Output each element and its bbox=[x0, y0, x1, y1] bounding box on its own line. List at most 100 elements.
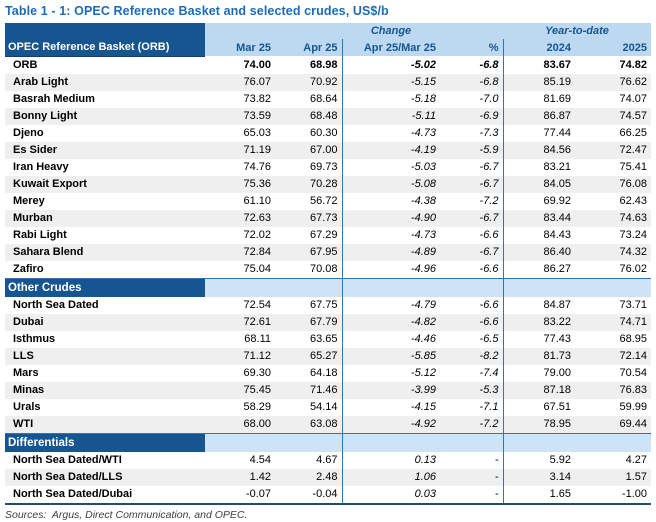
row-label: North Sea Dated/LLS bbox=[5, 468, 205, 486]
sources-note: Sources: Argus, Direct Communication, an… bbox=[5, 508, 248, 521]
value-cell: -4.73 bbox=[341, 124, 440, 142]
value-cell: 60.30 bbox=[309, 127, 338, 139]
value-cell: -5.02 bbox=[341, 56, 440, 74]
value-cell: 68.64 bbox=[309, 93, 338, 105]
table-row: Isthmus 68.11 63.65 -4.46 -6.5 77.43 68.95 bbox=[5, 330, 651, 348]
value-cell: 56.72 bbox=[309, 195, 338, 207]
table-row: Sahara Blend 72.84 67.95 -4.89 -6.7 86.40 74.3… bbox=[5, 243, 651, 261]
value-cell: -7.2 bbox=[479, 195, 499, 207]
row-label: Sahara Blend bbox=[5, 243, 205, 261]
section-header-row-other-crudes: Other Crudes bbox=[5, 277, 651, 297]
value-cell: 70.92 bbox=[275, 73, 342, 91]
row-label: Zafiro bbox=[13, 263, 44, 275]
row-label: WTI bbox=[5, 415, 205, 433]
table-row: WTI 68.00 63.08 -4.92 -7.2 78.95 69.44 bbox=[5, 415, 651, 433]
value-cell: -5.11 bbox=[341, 107, 440, 125]
value-cell: -4.92 bbox=[341, 415, 440, 433]
row-label: Bonny Light bbox=[5, 107, 205, 125]
value-cell: -7.4 bbox=[479, 367, 499, 379]
value-cell: -4.90 bbox=[341, 209, 440, 227]
section-fill-cell bbox=[440, 432, 503, 452]
value-cell: 74.63 bbox=[575, 209, 651, 227]
value-cell: -0.04 bbox=[312, 488, 338, 500]
row-label: Mars bbox=[13, 367, 39, 379]
table-row: North Sea Dated/Dubai -0.07 -0.04 0.03 -1.65… bbox=[5, 485, 651, 504]
value-cell: -4.38 bbox=[341, 192, 440, 210]
value-cell: 81.73 bbox=[502, 347, 575, 365]
value-cell: 76.02 bbox=[619, 263, 647, 275]
value-cell: 83.21 bbox=[502, 158, 575, 176]
row-label: Murban bbox=[5, 209, 205, 227]
value-cell: 85.19 bbox=[502, 73, 575, 91]
value-cell: 70.54 bbox=[619, 367, 647, 379]
value-cell: -5.03 bbox=[341, 158, 440, 176]
value-cell: 83.44 bbox=[502, 209, 575, 227]
value-cell: -5.08 bbox=[341, 175, 440, 193]
value-cell: 72.84 bbox=[205, 243, 275, 261]
value-cell: 54.14 bbox=[309, 401, 338, 413]
value-cell: -7.0 bbox=[479, 93, 499, 105]
value-cell: 72.47 bbox=[575, 141, 651, 159]
value-cell: 69.30 bbox=[243, 367, 271, 379]
table-row: Kuwait Export 75.36 70.28 -5.08 -6.7 84.05 76.… bbox=[5, 175, 651, 193]
table-row: Iran Heavy 74.76 69.73 -5.03 -6.7 83.21 75.41 bbox=[5, 158, 651, 176]
value-cell: 67.00 bbox=[275, 141, 342, 159]
value-cell: 74.71 bbox=[575, 313, 651, 331]
value-cell: 67.29 bbox=[309, 229, 338, 241]
value-cell: -5.18 bbox=[341, 90, 440, 108]
column-header-apr-25-mar-25: Apr 25/Mar 25 bbox=[341, 39, 440, 56]
table-header: OPEC Reference Basket (ORB) Change Year-… bbox=[5, 23, 651, 57]
section-label: Other Crudes bbox=[5, 277, 205, 297]
value-cell: -6.7 bbox=[440, 209, 503, 227]
table-row: North Sea Dated/LLS 1.42 2.48 1.06-3.14 1.57 bbox=[5, 468, 651, 486]
row-label: North Sea Dated/WTI bbox=[13, 454, 122, 466]
value-cell: -4.46 bbox=[341, 330, 440, 348]
value-cell: 72.61 bbox=[205, 313, 275, 331]
value-cell: 68.11 bbox=[244, 333, 271, 345]
column-header-row: Mar 25 Apr 25 Apr 25/Mar 25% 2024 2025 bbox=[5, 39, 651, 56]
value-cell: 72.02 bbox=[243, 229, 271, 241]
group-header-ytd: Year-to-date bbox=[503, 23, 651, 39]
section-fill-cell bbox=[502, 277, 575, 297]
value-cell: -6.5 bbox=[479, 333, 499, 345]
column-header-mar-25: Mar 25 bbox=[205, 39, 275, 56]
section-fill-cell bbox=[275, 277, 342, 297]
value-cell: -5.15 bbox=[341, 73, 440, 91]
value-cell: 76.07 bbox=[205, 73, 275, 91]
value-cell: -1.00 bbox=[621, 488, 647, 500]
value-cell: 1.42 bbox=[205, 468, 275, 486]
row-label: Es Sider bbox=[5, 141, 205, 159]
group-header-blank-pct bbox=[440, 23, 503, 39]
value-cell: -4.82 bbox=[341, 313, 440, 331]
group-header-change: Change bbox=[342, 23, 440, 39]
value-cell: 2.48 bbox=[275, 468, 342, 486]
column-header-2025: 2025 bbox=[575, 39, 651, 56]
section-fill-cell bbox=[341, 277, 440, 297]
row-label: North Sea Dated/Dubai bbox=[13, 488, 133, 500]
value-cell: 70.08 bbox=[309, 263, 338, 275]
table-row: Rabi Light 72.02 67.29 -4.73 -6.6 84.43 73.24 bbox=[5, 226, 651, 244]
row-label: Arab Light bbox=[5, 73, 205, 91]
column-header-: % bbox=[440, 39, 503, 56]
value-cell: 59.99 bbox=[619, 401, 647, 413]
value-cell: 84.87 bbox=[502, 296, 575, 314]
value-cell: -4.15 bbox=[341, 398, 440, 416]
value-cell: 67.73 bbox=[275, 209, 342, 227]
section-fill-cell bbox=[575, 277, 651, 297]
value-cell: 67.95 bbox=[275, 243, 342, 261]
table-row: Es Sider 71.19 67.00 -4.19 -5.9 84.56 72.47 bbox=[5, 141, 651, 159]
value-cell: 62.43 bbox=[619, 195, 647, 207]
value-cell: -6.6 bbox=[479, 229, 499, 241]
table-row: Mars 69.30 64.18 -5.12 -7.4 79.00 70.54 bbox=[5, 364, 651, 382]
value-cell: -6.8 bbox=[440, 73, 503, 91]
value-cell: 73.71 bbox=[619, 299, 647, 311]
row-label: LLS bbox=[5, 347, 205, 365]
row-label: Rabi Light bbox=[13, 229, 67, 241]
table-row: Arab Light 76.07 70.92 -5.15 -6.8 85.19 76.62 bbox=[5, 73, 651, 91]
value-cell: 72.14 bbox=[575, 347, 651, 365]
value-cell: 1.57 bbox=[575, 468, 651, 486]
column-header-2024: 2024 bbox=[502, 39, 575, 56]
value-cell: -3.99 bbox=[341, 381, 440, 399]
value-cell: -5.3 bbox=[440, 381, 503, 399]
